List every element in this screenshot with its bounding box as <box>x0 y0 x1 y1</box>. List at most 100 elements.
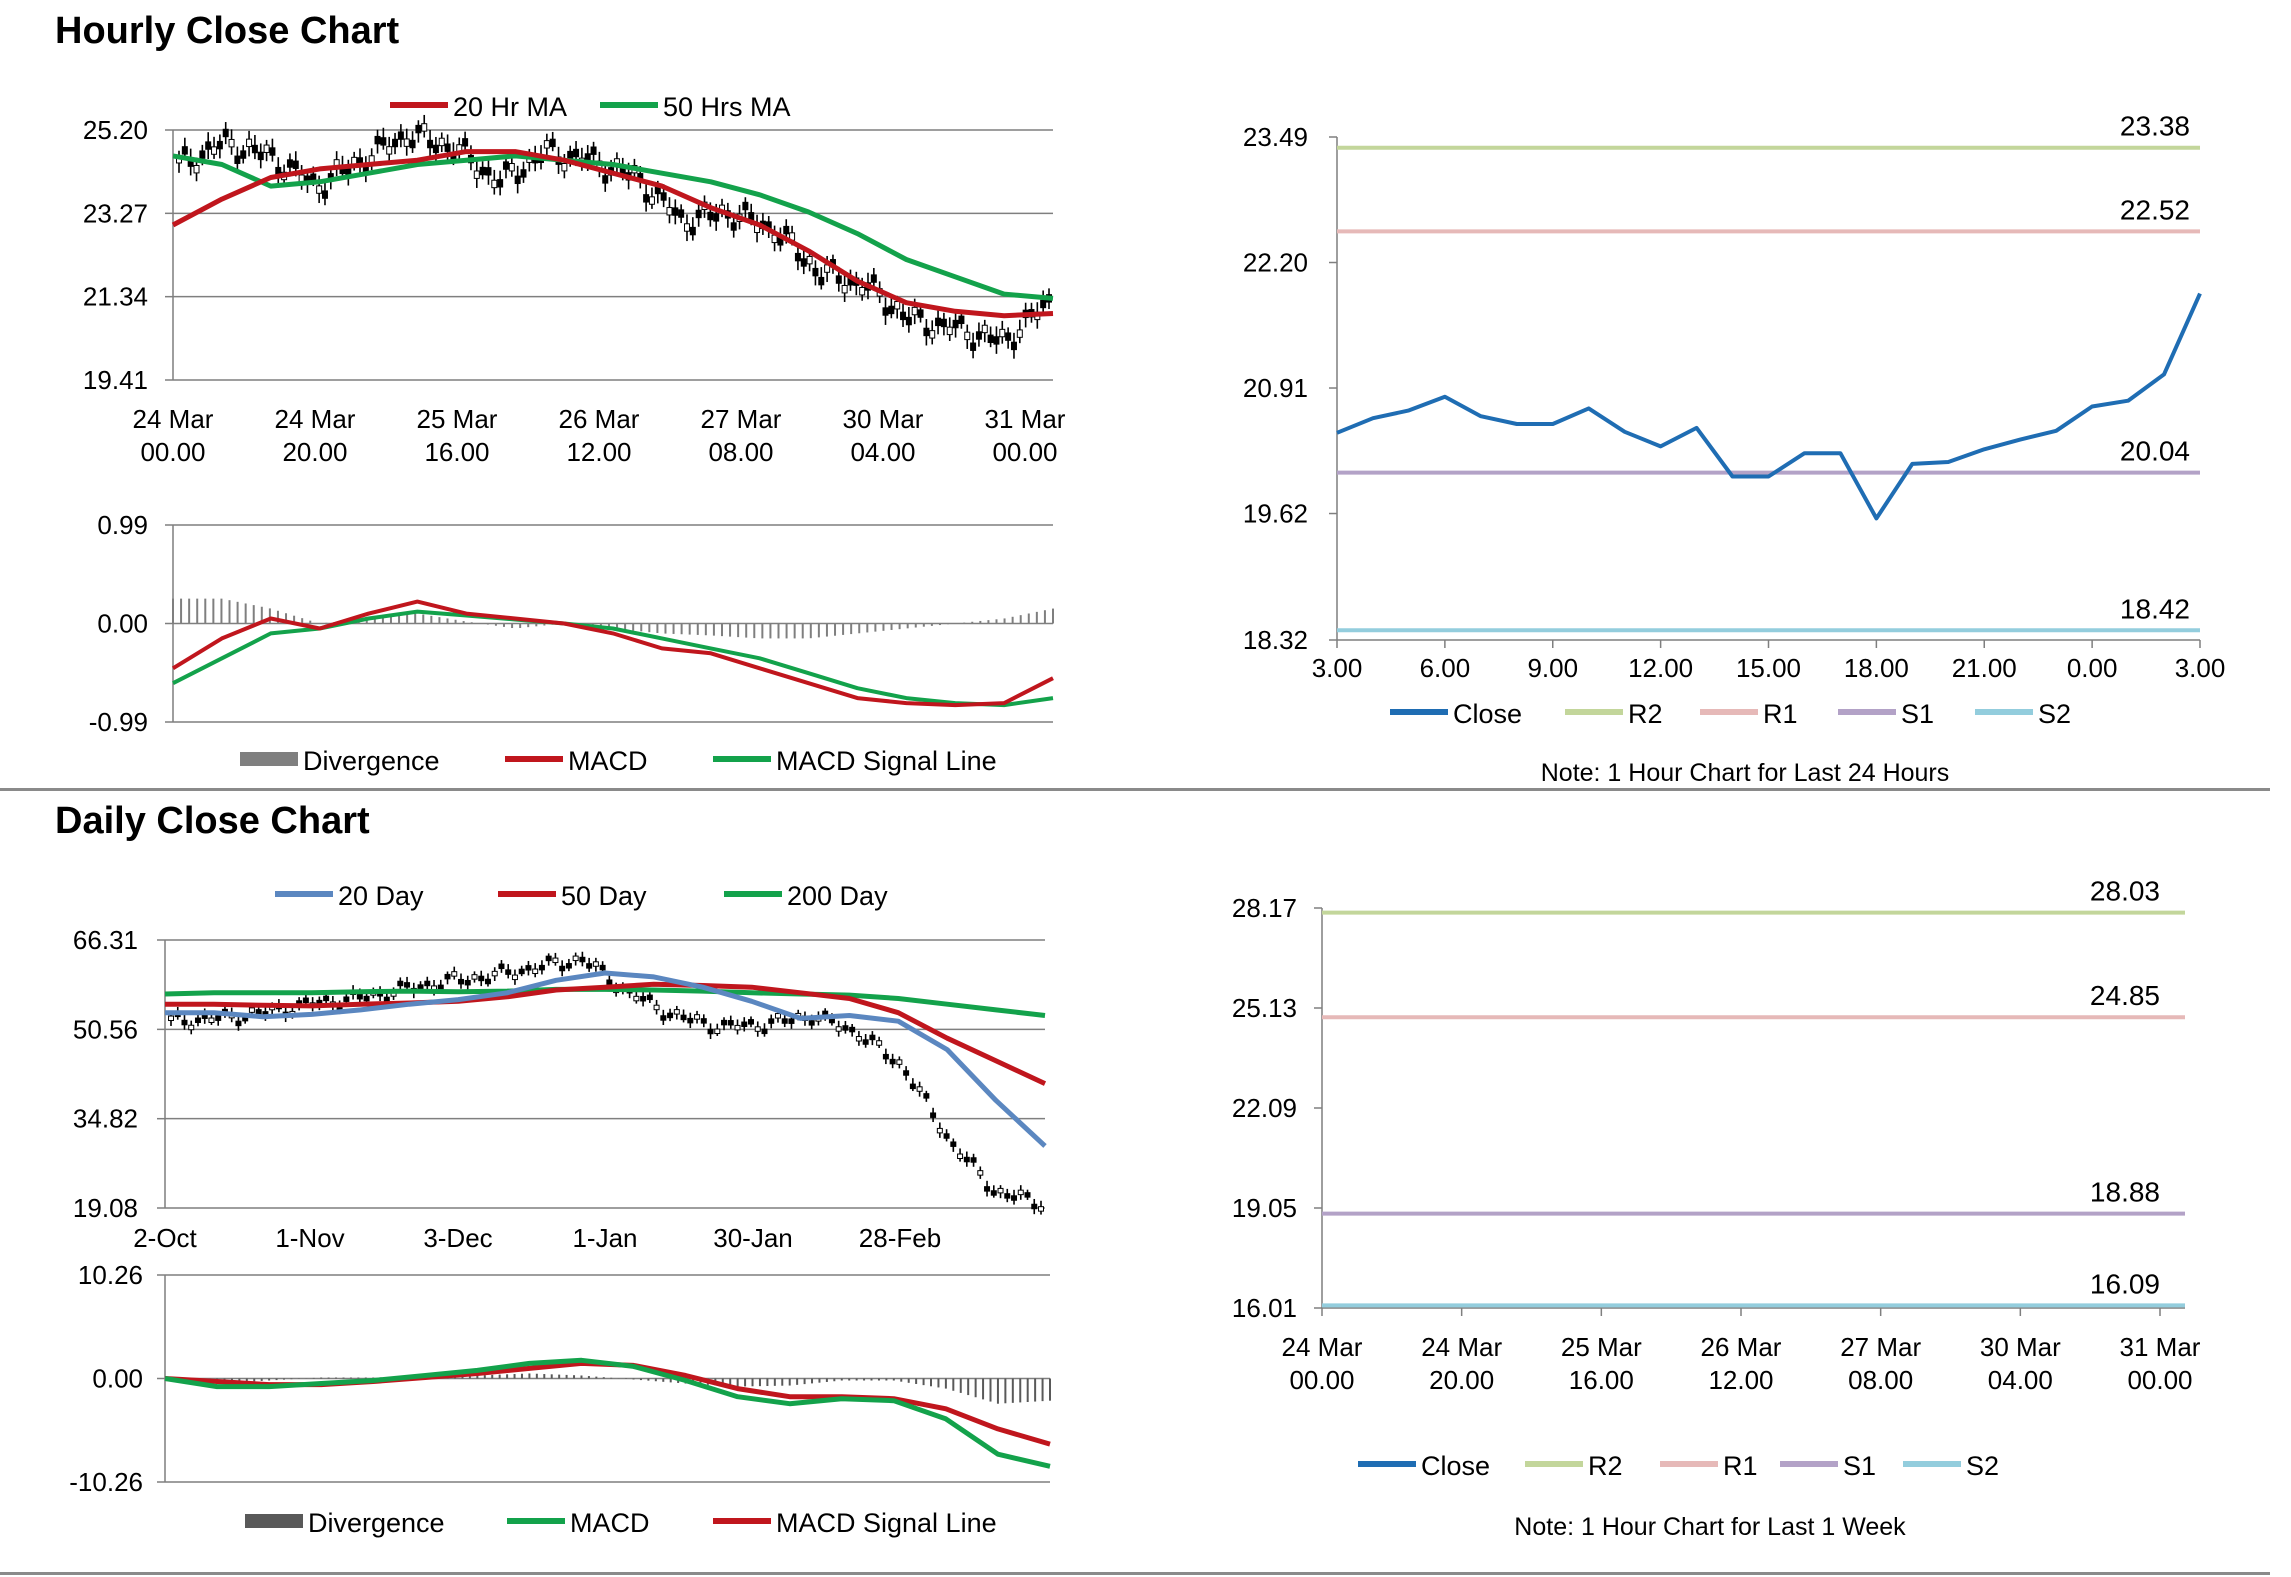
hourly-price-candle-body <box>205 141 212 150</box>
daily-price-candle-body <box>923 1093 930 1099</box>
daily-price-candle-body <box>168 1015 174 1022</box>
daily-price-candle-body <box>592 961 599 967</box>
hourly-24h-level-label: 18.42 <box>2120 593 2190 624</box>
hourly-24h-x-tick-label: 9.00 <box>1527 653 1578 683</box>
hourly-24h-x-tick-label: 18.00 <box>1844 653 1909 683</box>
daily-price-candle-body <box>707 1028 714 1035</box>
daily-week-x-tick-label: 25 Mar <box>1561 1332 1642 1362</box>
hourly-ma50-line <box>172 153 1054 301</box>
hourly-24h-level-label: 20.04 <box>2120 436 2190 467</box>
daily-price-candle-body <box>997 1187 1004 1194</box>
daily-price-candle-body <box>302 997 309 1004</box>
daily-price-candle-body <box>363 995 370 1002</box>
daily-week-level-label: 28.03 <box>2090 876 2160 907</box>
hourly-24h-level-label: 23.38 <box>2120 111 2190 142</box>
hourly-price-candle-body <box>952 319 959 329</box>
daily-price-candle-body <box>896 1059 903 1065</box>
daily-week-level-label: 16.09 <box>2090 1268 2160 1299</box>
daily-price-chart: 66.31 50.56 34.82 19.082-Oct 1-Nov 3-Dec 1-Jan… <box>73 881 1047 1253</box>
hourly-price-candle-body <box>713 213 720 222</box>
daily-week-legend-label: S1 <box>1843 1451 1876 1481</box>
hourly-price-candle-body <box>602 175 609 184</box>
daily-price-candle-body <box>714 1028 721 1035</box>
hourly-price-candle-body <box>216 140 223 150</box>
daily-price-candle-body <box>889 1058 896 1065</box>
daily-price-candle-body <box>518 968 525 975</box>
daily-price-legend-label: 200 Day <box>787 881 888 911</box>
hourly-price-candle-body <box>870 274 877 283</box>
daily-week-y-tick-label: 28.17 <box>1232 893 1297 923</box>
hourly-price-candle-body <box>818 276 825 286</box>
daily-price-candle-body <box>248 1007 255 1013</box>
hourly-price-candle-body <box>573 148 580 158</box>
daily-macd-y-tick-label: 10.26 <box>78 1260 143 1290</box>
hourly-price-candle-body <box>438 137 445 147</box>
daily-price-candle-body <box>532 968 539 975</box>
hourly-price-candle-body <box>491 179 498 189</box>
daily-20day-line <box>165 970 1047 1148</box>
hourly-price-candle-body <box>648 196 655 205</box>
hourly-price-candle-body <box>812 267 819 277</box>
hourly-price-candle-body <box>666 207 673 216</box>
daily-price-candle-body <box>464 979 471 986</box>
hourly-24h-legend-label: S2 <box>2038 699 2071 729</box>
daily-price-candle-body <box>842 1025 849 1031</box>
daily-macd-legend-swatch <box>245 1514 303 1528</box>
hourly-price-x-tick-label: 30 Mar <box>843 404 924 434</box>
daily-week-x-tick-label: 00.00 <box>1289 1365 1354 1395</box>
daily-price-candle-body <box>188 1024 195 1031</box>
hourly-price-candle-body <box>923 327 930 337</box>
daily-price-candle-body <box>734 1024 741 1031</box>
hourly-price-candle-body <box>929 330 936 339</box>
daily-price-candle-body <box>673 1009 680 1015</box>
daily-price-candle-body <box>761 1028 768 1035</box>
daily-price-candle-body <box>727 1020 734 1026</box>
daily-price-candle-body <box>579 956 586 963</box>
hourly-macd-legend-label: MACD Signal Line <box>776 746 997 776</box>
daily-price-candle-body <box>903 1070 910 1076</box>
daily-week-x-tick-label: 31 Mar <box>2120 1332 2201 1362</box>
bottom-divider <box>0 1572 2270 1575</box>
daily-week-x-tick-label: 20.00 <box>1429 1365 1494 1395</box>
daily-price-candle-body <box>680 1014 687 1021</box>
hourly-price-candle-body <box>1040 299 1047 309</box>
hourly-price-candle-body <box>374 135 381 145</box>
daily-price-candle-body <box>444 973 451 980</box>
daily-price-candle-body <box>1011 1195 1018 1201</box>
daily-price-candle-body <box>646 994 653 1001</box>
hourly-24h-legend-label: S1 <box>1901 699 1934 729</box>
hourly-price-candle-body <box>432 144 439 154</box>
hourly-price-x-tick-label: 24 Mar <box>133 404 214 434</box>
hourly-24h-legend-label: Close <box>1453 699 1522 729</box>
hourly-price-candle-body <box>964 331 971 341</box>
hourly-macd-legend-label: Divergence <box>303 746 440 776</box>
daily-price-candle-body <box>538 964 545 971</box>
daily-week-level-label: 24.85 <box>2090 980 2160 1011</box>
hourly-24h-y-tick-label: 23.49 <box>1243 122 1308 152</box>
daily-week-legend-label: S2 <box>1966 1451 1999 1481</box>
hourly-price-legend-label: 20 Hr MA <box>453 92 567 122</box>
hourly-price-candle-body <box>1005 332 1012 341</box>
daily-week-y-tick-label: 19.05 <box>1232 1193 1297 1223</box>
daily-price-candle-body <box>208 1017 215 1023</box>
daily-price-candle-body <box>721 1019 728 1026</box>
hourly-price-candle-body <box>292 160 299 169</box>
daily-price-candle-body <box>404 982 411 988</box>
hourly-price-candle-body <box>946 326 953 336</box>
daily-price-candle-body <box>748 1019 754 1025</box>
hourly-price-candle-body <box>993 336 1000 345</box>
daily-price-candle-body <box>882 1053 889 1060</box>
daily-price-candle-body <box>849 1026 856 1033</box>
hourly-price-candle-body <box>380 137 387 146</box>
daily-price-candle-body <box>633 995 640 1002</box>
hourly-price-candle-body <box>561 163 568 172</box>
daily-price-candle-body <box>458 978 464 985</box>
hourly-price-candle-body <box>689 226 696 236</box>
hourly-price-candle-body <box>397 131 404 140</box>
hourly-price-candle-body <box>257 151 264 161</box>
daily-price-candle-body <box>774 1013 781 1019</box>
daily-price-candle-body <box>754 1026 761 1032</box>
hourly-price-x-tick-label: 20.00 <box>282 437 347 467</box>
daily-price-candle-body <box>768 1018 775 1024</box>
hourly-price-x-tick-label: 25 Mar <box>417 404 498 434</box>
